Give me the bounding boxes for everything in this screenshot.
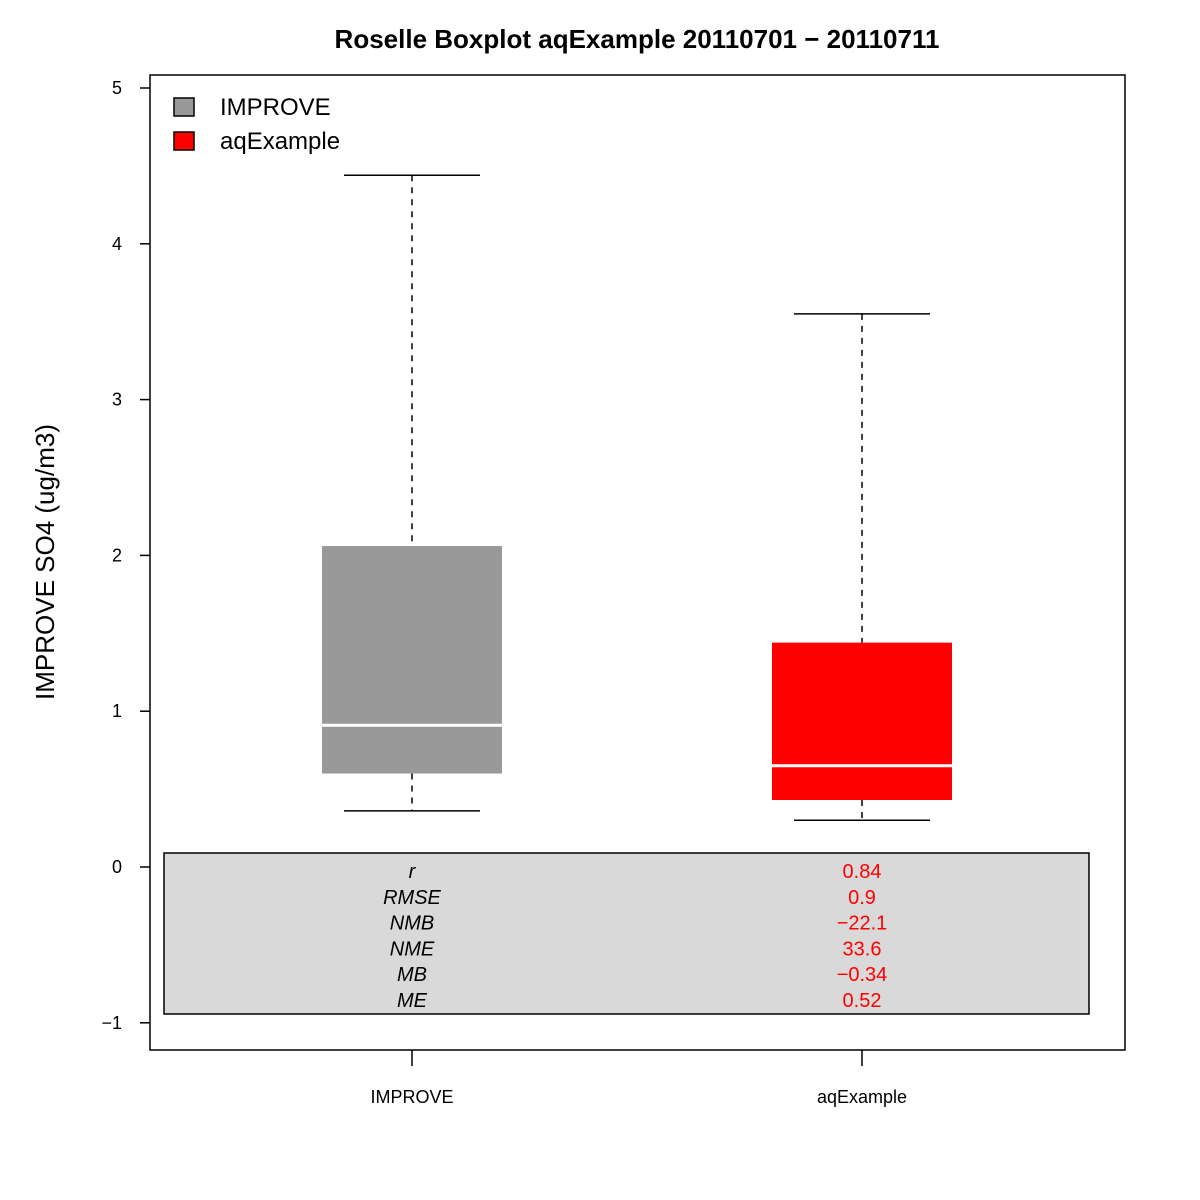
stat-name-2: NMB (390, 913, 434, 935)
x-tick-label-0: IMPROVE (370, 1087, 453, 1107)
chart-title: Roselle Boxplot aqExample 20110701 − 201… (335, 24, 940, 54)
stat-name-3: NME (390, 938, 435, 960)
legend-swatch-0 (173, 97, 195, 117)
x-tick-label-1: aqExample (817, 1087, 907, 1107)
y-tick-label-2: 3 (112, 390, 122, 410)
y-tick-label-1: 4 (112, 234, 122, 254)
y-tick-label-5: 0 (112, 857, 122, 877)
y-tick-label-4: 1 (112, 701, 122, 721)
plot-frame (149, 74, 1126, 1051)
stat-value-0: 0.84 (843, 861, 882, 883)
stat-value-1: 0.9 (848, 887, 876, 909)
legend: IMPROVE aqExample (173, 94, 340, 155)
y-tick-label-0: 5 (112, 78, 122, 98)
stat-name-0: r (409, 861, 417, 883)
stat-value-5: 0.52 (843, 990, 882, 1012)
stat-value-3: 33.6 (843, 938, 882, 960)
x-axis: IMPROVE aqExample (370, 1050, 907, 1107)
legend-label-0: IMPROVE (220, 94, 331, 121)
legend-swatch-1 (173, 131, 195, 151)
legend-label-1: aqExample (220, 128, 340, 155)
stat-value-4: −0.34 (837, 964, 888, 986)
box-0 (322, 546, 502, 774)
stat-name-1: RMSE (383, 887, 441, 909)
boxes (322, 174, 952, 822)
stats-table-background (163, 852, 1090, 1015)
y-tick-label-3: 2 (112, 545, 122, 565)
y-axis-label: IMPROVE SO4 (ug/m3) (30, 424, 60, 700)
y-axis: 5 4 3 2 1 0 −1 (101, 78, 150, 1033)
stats-table: r 0.84 RMSE 0.9 NMB −22.1 NME 33.6 MB −0.34 ME 0.52 (383, 861, 887, 1012)
box-1 (772, 642, 952, 801)
stat-name-4: MB (397, 964, 427, 986)
stat-value-2: −22.1 (837, 913, 888, 935)
y-tick-label-6: −1 (101, 1013, 122, 1033)
stat-name-5: ME (397, 990, 428, 1012)
